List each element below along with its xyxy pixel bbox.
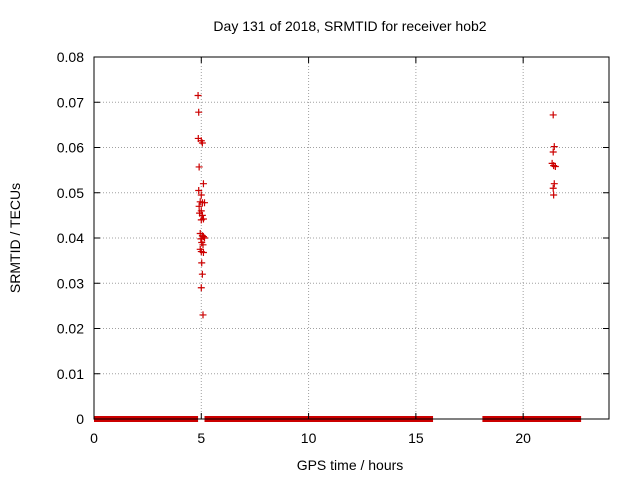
data-point	[198, 270, 206, 278]
x-tick-label: 20	[515, 430, 531, 446]
data-point	[551, 163, 559, 171]
data-point	[550, 180, 558, 188]
grid-lines	[94, 57, 609, 419]
y-tick-label: 0.02	[57, 321, 84, 337]
x-tick-label: 5	[197, 430, 205, 446]
data-point	[198, 211, 206, 219]
y-tick-label: 0.03	[57, 275, 84, 291]
data-point	[194, 91, 202, 99]
y-tick-label: 0.08	[57, 49, 84, 65]
data-point	[201, 199, 209, 207]
data-point	[198, 259, 206, 267]
data-point	[195, 202, 203, 210]
data-points	[194, 91, 559, 319]
data-point	[195, 108, 203, 116]
y-tick-label: 0.01	[57, 366, 84, 382]
data-point	[199, 311, 207, 319]
data-point	[550, 191, 558, 199]
x-tick-label: 0	[90, 430, 98, 446]
y-tick-label: 0	[76, 411, 84, 427]
data-point	[197, 235, 205, 243]
plot-frame	[93, 56, 610, 420]
data-point	[198, 139, 206, 147]
data-point	[195, 186, 203, 194]
x-tick-label: 15	[408, 430, 424, 446]
data-point	[549, 111, 557, 119]
data-point	[199, 248, 207, 256]
data-point	[197, 216, 205, 224]
data-point	[195, 163, 203, 171]
x-tick-label: 10	[301, 430, 317, 446]
y-tick-label: 0.04	[57, 230, 84, 246]
data-point	[199, 180, 207, 188]
axis-ticks: 0 0.01 0.02 0.03 0.04 0.05 0.06 0.07 0.08 0 5 10 15 2…	[57, 49, 609, 446]
x-axis-label: GPS time / hours	[297, 457, 404, 473]
data-point	[550, 143, 558, 151]
data-point	[199, 241, 207, 249]
chart-title: Day 131 of 2018, SRMTID for receiver hob…	[213, 18, 486, 34]
data-point	[550, 162, 558, 170]
y-tick-label: 0.05	[57, 185, 84, 201]
data-point	[549, 148, 557, 156]
data-point	[201, 234, 209, 242]
y-axis-label: SRMTID / TECUs	[7, 183, 23, 293]
y-tick-label: 0.07	[57, 94, 84, 110]
data-point	[197, 191, 205, 199]
data-point	[197, 284, 205, 292]
data-point	[549, 184, 557, 192]
y-tick-label: 0.06	[57, 140, 84, 156]
